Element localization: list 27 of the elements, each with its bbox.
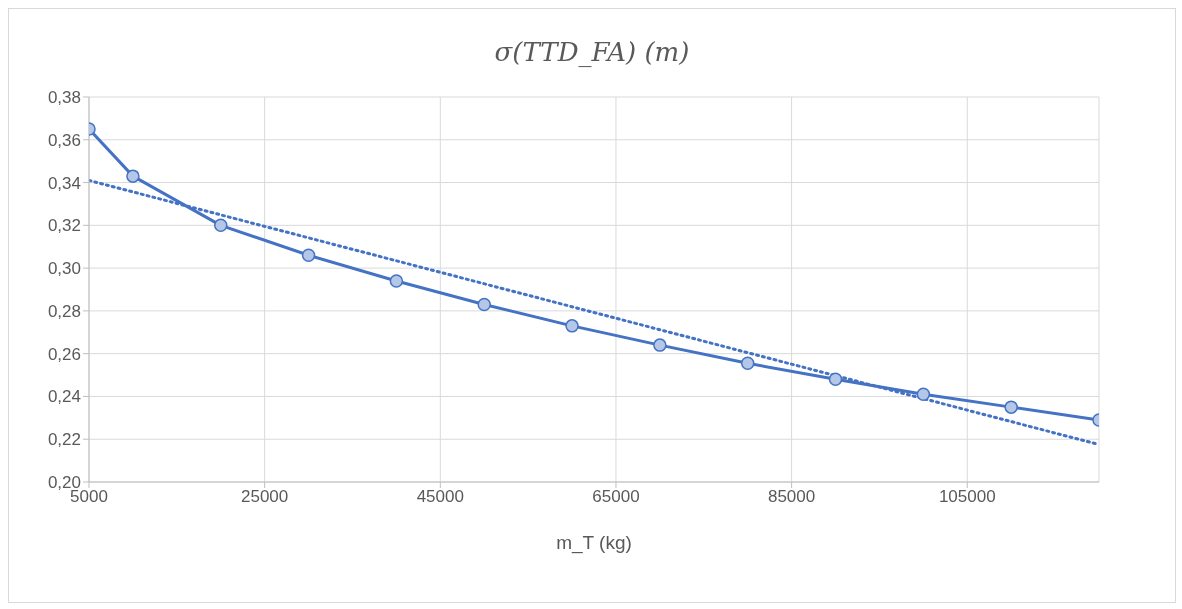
point	[126, 169, 140, 183]
point	[477, 297, 491, 312]
point	[916, 387, 931, 402]
y-tick-label: 0,32	[47, 216, 81, 236]
point	[389, 274, 404, 288]
x-tick-label: 65000	[592, 487, 640, 507]
y-tick-label: 0,24	[47, 387, 81, 407]
x-tick-label: 85000	[767, 487, 816, 507]
y-tick-label: 0,38	[47, 88, 81, 108]
x-tick-label: 105000	[938, 487, 996, 507]
y-tick-label: 0,22	[47, 430, 81, 450]
point	[1004, 400, 1018, 414]
point	[301, 248, 316, 263]
y-tick-label: 0,26	[47, 344, 81, 364]
point	[565, 319, 579, 333]
y-tick-label: 0,28	[47, 301, 81, 321]
x-tick-label: 25000	[241, 487, 289, 507]
y-tick-label: 0,30	[47, 259, 81, 279]
y-tick-label: 0,34	[47, 173, 81, 193]
y-tick-label: 0,36	[47, 130, 81, 150]
x-tick-label: 45000	[416, 487, 464, 507]
x-axis-title: m_T (kg)	[556, 532, 632, 554]
point	[828, 372, 843, 387]
point	[653, 338, 667, 352]
point	[213, 218, 228, 233]
point	[740, 356, 755, 371]
chart-title: σ(TTD_FA) (m)	[493, 36, 691, 67]
